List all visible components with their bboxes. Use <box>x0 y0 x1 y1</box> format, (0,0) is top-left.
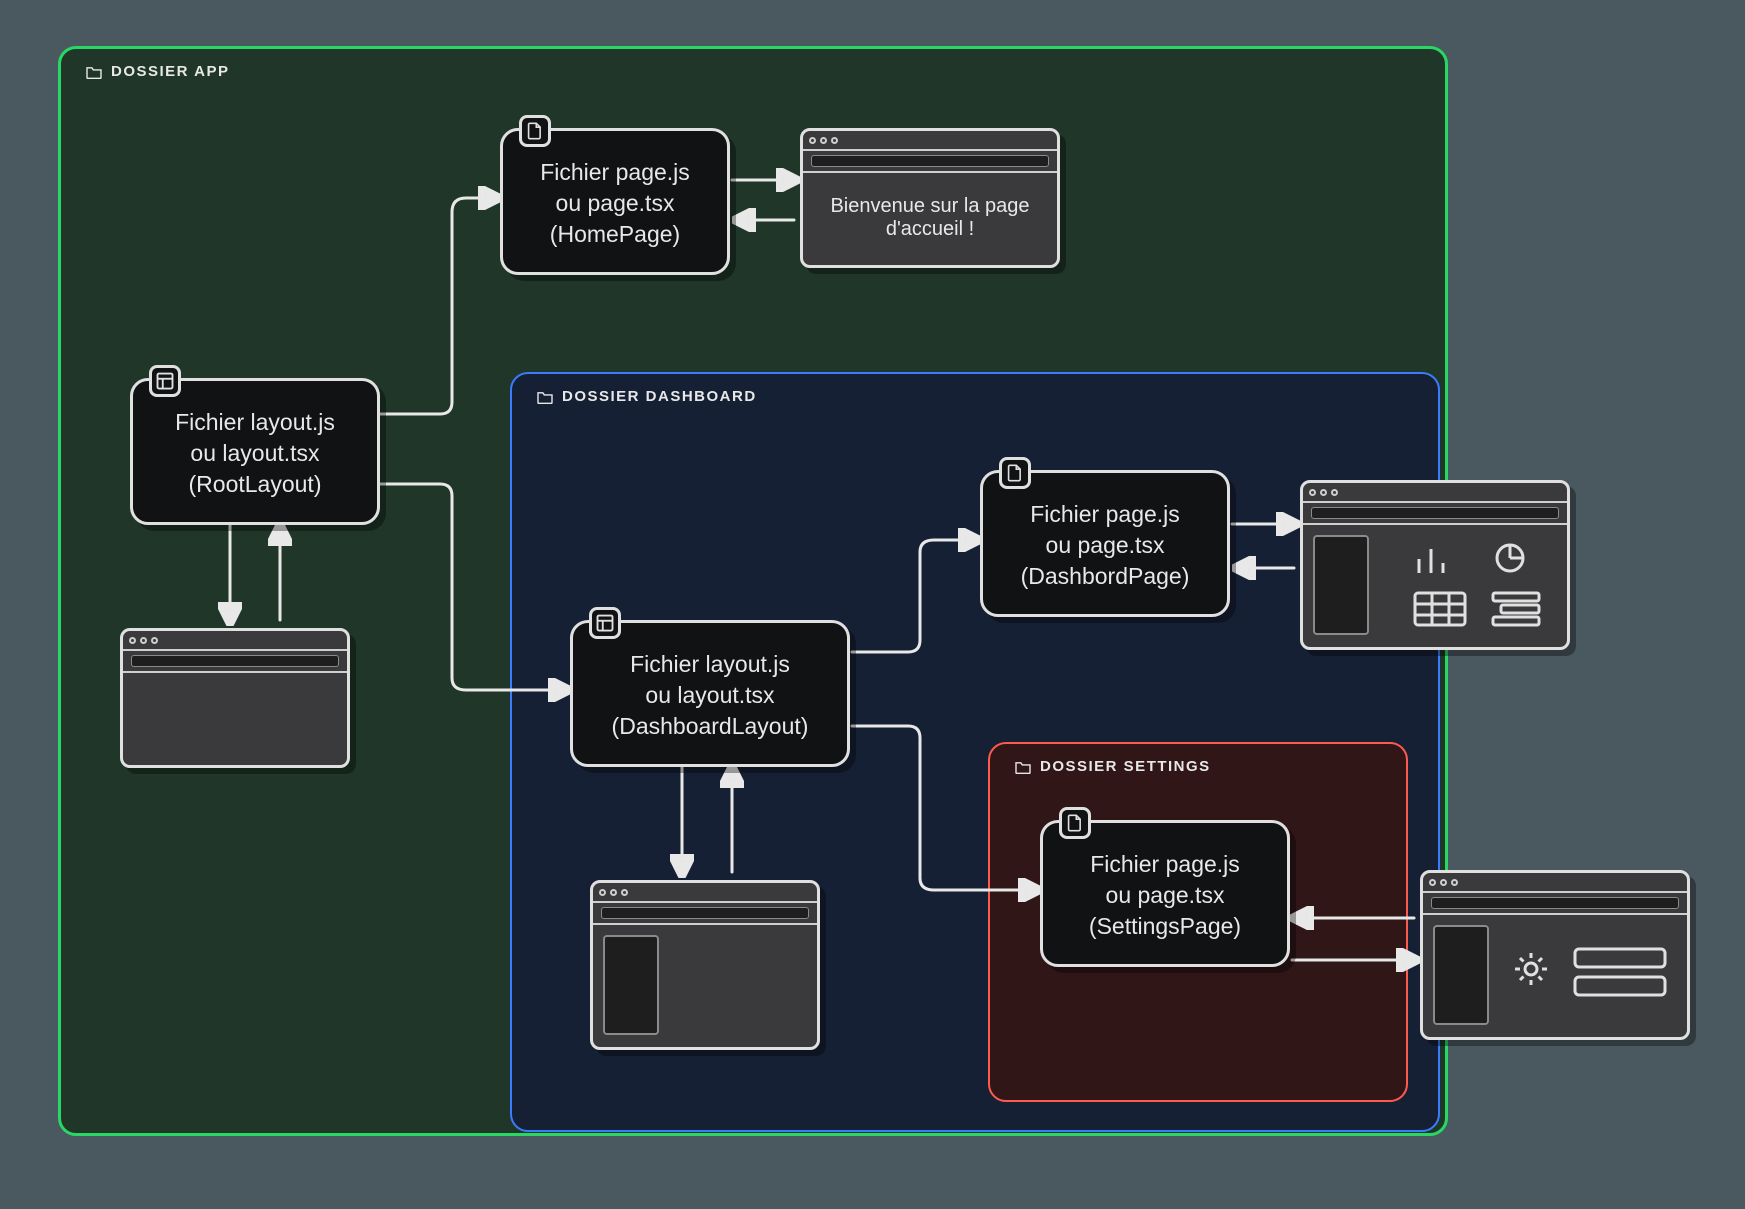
container-dashboard-label: DOSSIER DASHBOARD <box>536 388 757 405</box>
layout-icon <box>149 365 181 397</box>
browser-body <box>1303 525 1567 647</box>
container-app-label-text: DOSSIER APP <box>111 63 229 80</box>
sidebar-placeholder <box>1433 925 1489 1025</box>
bar-chart-icon <box>1413 545 1453 581</box>
node-dashboard-layout: Fichier layout.js ou layout.tsx (Dashboa… <box>570 620 850 767</box>
node-line: Fichier page.js <box>1071 849 1259 880</box>
browser-dashboard-layout-preview <box>590 880 820 1050</box>
layout-icon <box>589 607 621 639</box>
sidebar-placeholder <box>603 935 659 1035</box>
browser-body <box>593 925 817 1047</box>
node-line: (SettingsPage) <box>1071 911 1259 942</box>
container-app-label: DOSSIER APP <box>85 63 229 80</box>
node-line: Fichier page.js <box>1011 499 1199 530</box>
node-line: ou page.tsx <box>531 188 699 219</box>
browser-body <box>123 673 347 765</box>
pie-chart-icon <box>1493 541 1527 581</box>
browser-titlebar <box>803 131 1057 151</box>
node-root-layout: Fichier layout.js ou layout.tsx (RootLay… <box>130 378 380 525</box>
node-line: Fichier layout.js <box>601 649 819 680</box>
browser-settings-preview <box>1420 870 1690 1040</box>
browser-home: Bienvenue sur la page d'accueil ! <box>800 128 1060 268</box>
browser-titlebar <box>593 883 817 903</box>
container-settings-label-text: DOSSIER SETTINGS <box>1040 758 1211 775</box>
bars-icon <box>1573 945 1669 1007</box>
browser-titlebar <box>123 631 347 651</box>
node-line: ou page.tsx <box>1011 530 1199 561</box>
browser-body <box>1423 915 1687 1037</box>
browser-urlbar <box>1303 503 1567 525</box>
node-line: (DashbordPage) <box>1011 561 1199 592</box>
node-line: ou page.tsx <box>1071 880 1259 911</box>
container-settings-label: DOSSIER SETTINGS <box>1014 758 1211 775</box>
node-line: Fichier layout.js <box>161 407 349 438</box>
browser-body-text: Bienvenue sur la page d'accueil ! <box>813 183 1047 241</box>
node-settings-page: Fichier page.js ou page.tsx (SettingsPag… <box>1040 820 1290 967</box>
node-line: (DashboardLayout) <box>601 711 819 742</box>
folder-icon <box>85 65 103 79</box>
gear-icon <box>1511 949 1551 995</box>
browser-dashboard-preview <box>1300 480 1570 650</box>
browser-body: Bienvenue sur la page d'accueil ! <box>803 173 1057 265</box>
node-line: (HomePage) <box>531 219 699 250</box>
browser-titlebar <box>1423 873 1687 893</box>
stagger-bars-icon <box>1491 591 1541 633</box>
file-icon <box>519 115 551 147</box>
browser-titlebar <box>1303 483 1567 503</box>
file-icon <box>999 457 1031 489</box>
browser-urlbar <box>123 651 347 673</box>
browser-urlbar <box>593 903 817 925</box>
node-home-page: Fichier page.js ou page.tsx (HomePage) <box>500 128 730 275</box>
node-line: Fichier page.js <box>531 157 699 188</box>
folder-icon <box>1014 760 1032 774</box>
file-icon <box>1059 807 1091 839</box>
node-line: ou layout.tsx <box>601 680 819 711</box>
node-dashboard-page: Fichier page.js ou page.tsx (DashbordPag… <box>980 470 1230 617</box>
browser-urlbar <box>1423 893 1687 915</box>
browser-urlbar <box>803 151 1057 173</box>
node-line: (RootLayout) <box>161 469 349 500</box>
table-icon <box>1413 591 1467 633</box>
folder-icon <box>536 390 554 404</box>
sidebar-placeholder <box>1313 535 1369 635</box>
node-line: ou layout.tsx <box>161 438 349 469</box>
container-dashboard-label-text: DOSSIER DASHBOARD <box>562 388 757 405</box>
browser-root <box>120 628 350 768</box>
